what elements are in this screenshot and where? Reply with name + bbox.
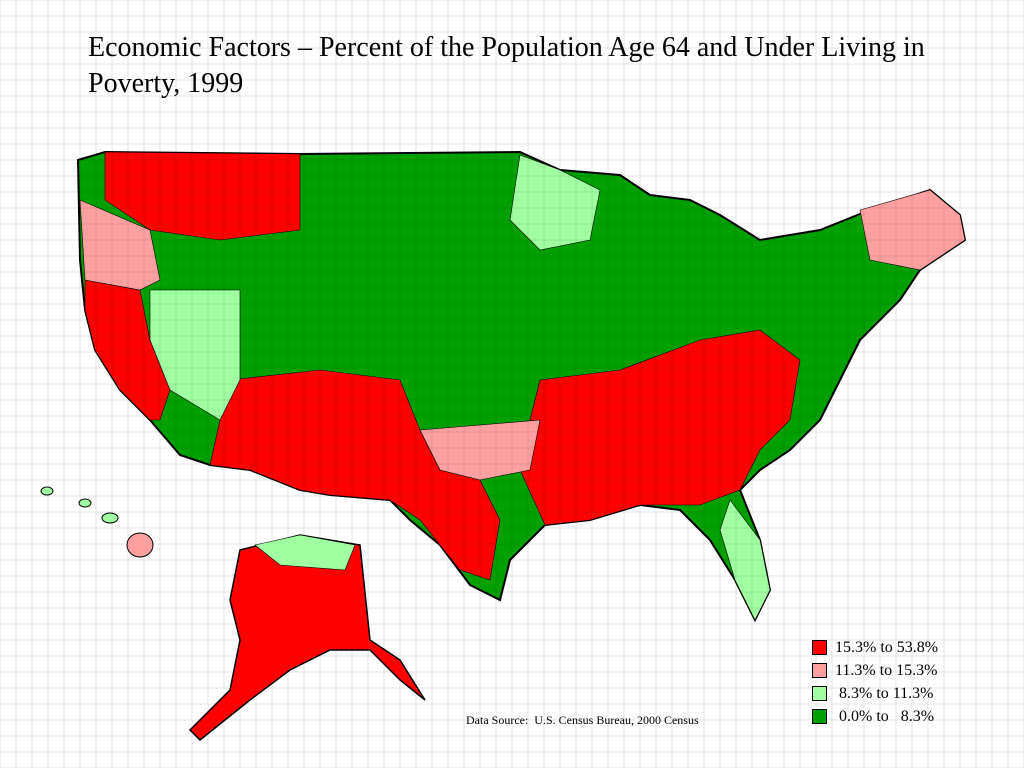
legend: 15.3% to 53.8% 11.3% to 15.3% 8.3% to 11…	[812, 636, 938, 728]
legend-item: 0.0% to 8.3%	[812, 705, 938, 728]
legend-item: 15.3% to 53.8%	[812, 636, 938, 659]
legend-swatch	[812, 709, 827, 724]
legend-label: 15.3% to 53.8%	[835, 638, 939, 656]
alaska	[188, 534, 426, 742]
legend-swatch	[812, 663, 827, 678]
legend-swatch	[812, 640, 827, 655]
legend-swatch	[812, 686, 827, 701]
data-source: Data Source: U.S. Census Bureau, 2000 Ce…	[466, 713, 699, 727]
legend-item: 11.3% to 15.3%	[812, 659, 938, 682]
alaska-north	[254, 534, 356, 571]
legend-label: 8.3% to 11.3%	[835, 684, 934, 702]
legend-item: 8.3% to 11.3%	[812, 682, 938, 705]
legend-label: 0.0% to 8.3%	[835, 707, 935, 725]
legend-label: 11.3% to 15.3%	[835, 661, 938, 679]
hawaii	[40, 486, 154, 558]
